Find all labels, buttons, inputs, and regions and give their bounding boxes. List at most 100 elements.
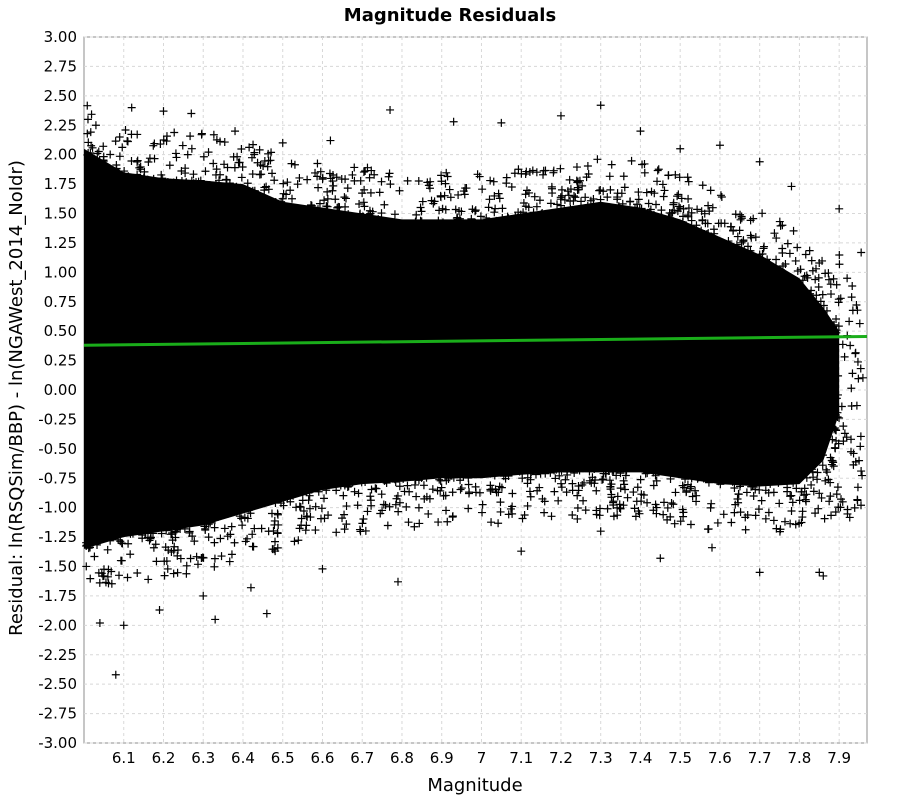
scatter-marker (763, 255, 772, 264)
scatter-marker (621, 471, 630, 480)
outlier-point (99, 571, 108, 580)
scatter-marker (348, 170, 357, 179)
scatter-marker (526, 492, 535, 501)
scatter-marker (115, 152, 124, 161)
scatter-marker (366, 209, 375, 218)
scatter-marker (573, 178, 582, 187)
scatter-marker (822, 361, 831, 370)
scatter-marker (199, 152, 208, 161)
scatter-marker (491, 204, 500, 213)
x-tick-label: 7 (477, 749, 487, 767)
scatter-marker (818, 290, 827, 299)
scatter-marker (642, 188, 651, 197)
scatter-marker (853, 496, 862, 505)
scatter-marker (385, 502, 394, 511)
scatter-marker (824, 375, 833, 384)
scatter-marker (830, 320, 839, 329)
scatter-marker (694, 229, 703, 238)
scatter-marker (343, 184, 352, 193)
scatter-marker (581, 193, 590, 202)
scatter-marker (478, 500, 487, 509)
scatter-marker (823, 344, 832, 353)
scatter-marker (298, 496, 307, 505)
scatter-marker (496, 498, 505, 507)
scatter-marker (355, 200, 364, 209)
scatter-marker (834, 503, 843, 512)
scatter-marker (847, 293, 856, 302)
scatter-marker (186, 554, 195, 563)
scatter-marker (607, 160, 616, 169)
scatter-marker (271, 537, 280, 546)
scatter-marker (87, 110, 96, 119)
y-tick-label: 0.50 (44, 322, 77, 340)
scatter-marker (297, 514, 306, 523)
outlier-point (318, 564, 327, 573)
scatter-marker (631, 512, 640, 521)
scatter-marker (169, 569, 178, 578)
scatter-marker (133, 175, 142, 184)
y-tick-label: 0.25 (44, 352, 77, 370)
scatter-marker (229, 152, 238, 161)
scatter-marker (323, 187, 332, 196)
scatter-marker (517, 466, 526, 475)
scatter-marker (375, 188, 384, 197)
scatter-marker (666, 512, 675, 521)
scatter-marker (750, 478, 759, 487)
scatter-marker (858, 471, 867, 480)
scatter-marker (145, 536, 154, 545)
scatter-marker (323, 194, 332, 203)
scatter-marker (169, 546, 178, 555)
scatter-marker (518, 514, 527, 523)
scatter-marker (761, 514, 770, 523)
scatter-marker (603, 193, 612, 202)
scatter-marker (237, 173, 246, 182)
scatter-marker (311, 502, 320, 511)
scatter-marker (713, 518, 722, 527)
scatter-marker (550, 487, 559, 496)
scatter-marker (141, 528, 150, 537)
scatter-marker (679, 204, 688, 213)
scatter-marker (791, 256, 800, 265)
scatter-marker (573, 185, 582, 194)
scatter-marker (248, 542, 257, 551)
scatter-marker (617, 189, 626, 198)
scatter-marker (461, 184, 470, 193)
outlier-point (111, 670, 120, 679)
outlier-point (596, 527, 605, 536)
scatter-marker (386, 180, 395, 189)
scatter-marker (655, 465, 664, 474)
scatter-marker (149, 174, 158, 183)
scatter-marker (436, 486, 445, 495)
outlier-point (91, 121, 100, 130)
scatter-marker (812, 291, 821, 300)
y-tick-label: -2.50 (38, 675, 77, 693)
scatter-marker (267, 148, 276, 157)
scatter-marker (437, 483, 446, 492)
scatter-marker (173, 568, 182, 577)
scatter-marker (704, 229, 713, 238)
scatter-marker (856, 364, 865, 373)
scatter-marker (554, 496, 563, 505)
scatter-marker (547, 512, 556, 521)
scatter-marker (433, 469, 442, 478)
scatter-marker (603, 203, 612, 212)
scatter-marker (99, 162, 108, 171)
scatter-marker (618, 199, 627, 208)
scatter-marker (237, 514, 246, 523)
scatter-marker (834, 295, 843, 304)
scatter-marker (791, 520, 800, 529)
scatter-marker (641, 469, 650, 478)
scatter-marker (433, 220, 442, 229)
scatter-marker (561, 208, 570, 217)
scatter-marker (121, 126, 130, 135)
scatter-marker (840, 429, 849, 438)
y-axis-label: Residual: ln(RSQSim/BBP) - ln(NGAWest_20… (6, 160, 27, 636)
scatter-marker (292, 503, 301, 512)
scatter-marker (543, 463, 552, 472)
scatter-marker (560, 195, 569, 204)
scatter-marker (316, 514, 325, 523)
scatter-marker (506, 504, 515, 513)
scatter-marker (246, 509, 255, 518)
scatter-marker (162, 557, 171, 566)
scatter-marker (455, 214, 464, 223)
